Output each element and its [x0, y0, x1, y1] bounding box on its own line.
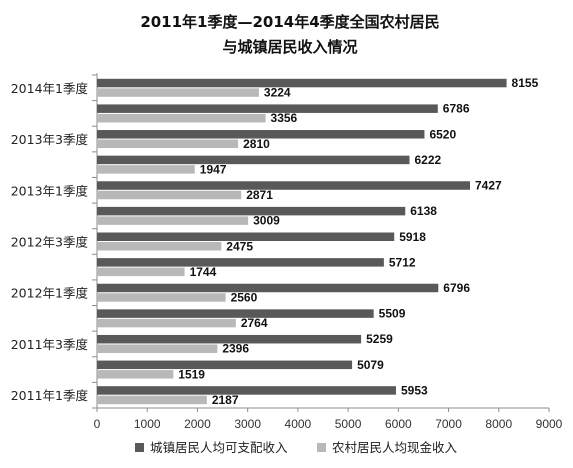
data-label-urban: 5509 — [379, 307, 406, 321]
bar-rural — [97, 370, 174, 379]
x-tick-label: 6000 — [385, 417, 412, 431]
data-label-rural: 3009 — [253, 214, 280, 228]
y-category-label: 2013年3季度 — [11, 132, 89, 147]
y-category-label: 2013年1季度 — [11, 183, 89, 198]
y-category-label: 2011年3季度 — [11, 337, 89, 352]
bar-urban — [97, 232, 395, 241]
x-tick-label: 5000 — [335, 417, 362, 431]
bar-rural — [97, 395, 207, 405]
bar-rural — [97, 318, 236, 328]
data-label-urban: 5259 — [366, 332, 393, 346]
data-label-urban: 5953 — [401, 383, 428, 397]
bar-urban — [97, 360, 353, 370]
bar-urban — [97, 104, 438, 113]
x-tick-label: 7000 — [435, 417, 462, 431]
legend-label-rural: 农村居民人均现金收入 — [332, 440, 458, 455]
data-label-rural: 2187 — [212, 393, 239, 407]
data-label-rural: 1519 — [178, 367, 205, 381]
data-label-rural: 3356 — [271, 111, 298, 125]
bar-urban — [97, 283, 439, 293]
plot-area: 0 1000 2000 3000 4000 5000 6000 7000 8000 9000 815… — [11, 73, 563, 431]
x-tick-label: 3000 — [234, 417, 261, 431]
bar-rural — [97, 88, 259, 97]
y-category-label: 2014年1季度 — [11, 81, 89, 96]
x-tick-label: 4000 — [285, 417, 312, 431]
data-label-rural: 3224 — [264, 86, 291, 100]
legend-swatch-urban — [135, 443, 144, 452]
bar-urban — [97, 309, 374, 318]
data-label-urban: 6222 — [414, 153, 441, 167]
data-label-rural: 2810 — [243, 137, 270, 151]
x-tick-label: 0 — [94, 417, 101, 431]
bar-urban — [97, 130, 425, 139]
y-category-label: 2012年3季度 — [11, 235, 89, 250]
bar-rural — [97, 293, 226, 302]
bar-rural — [97, 190, 242, 200]
data-label-rural: 1947 — [200, 162, 227, 176]
y-category-label: 2012年1季度 — [11, 286, 89, 301]
data-label-rural: 2475 — [226, 239, 253, 253]
data-label-rural: 2396 — [222, 342, 249, 356]
bar-urban — [97, 334, 362, 344]
data-label-urban: 5712 — [389, 255, 416, 269]
data-label-urban: 6138 — [410, 204, 437, 218]
chart-title: 2011年1季度—2014年4季度全国农村居民 — [140, 13, 439, 31]
chart-subtitle: 与城镇居民收入情况 — [222, 38, 357, 56]
x-tick-label: 9000 — [536, 417, 563, 431]
bar-urban — [97, 258, 384, 267]
bar-rural — [97, 113, 266, 123]
bar-urban — [97, 386, 396, 395]
x-tick-label: 2000 — [184, 417, 211, 431]
data-label-rural: 1744 — [190, 265, 217, 279]
data-label-urban: 5918 — [399, 230, 426, 244]
bar-urban — [97, 155, 410, 165]
data-label-urban: 7427 — [475, 179, 502, 193]
bar-rural — [97, 242, 222, 251]
x-tick-label: 1000 — [134, 417, 161, 431]
data-label-urban: 6786 — [443, 102, 470, 116]
data-label-urban: 5079 — [357, 358, 384, 372]
data-label-urban: 6520 — [429, 127, 456, 141]
data-label-urban: 6796 — [443, 281, 470, 295]
bar-urban — [97, 78, 507, 88]
bar-urban — [97, 181, 471, 190]
bar-rural — [97, 344, 218, 353]
data-label-rural: 2871 — [246, 188, 273, 202]
data-label-rural: 2764 — [241, 316, 268, 330]
bar-rural — [97, 216, 249, 225]
data-label-rural: 2560 — [231, 290, 258, 304]
legend-swatch-rural — [317, 443, 326, 452]
bar-rural — [97, 267, 185, 277]
x-tick-label: 8000 — [485, 417, 512, 431]
data-label-urban: 8155 — [512, 76, 539, 90]
bar-urban — [97, 206, 406, 216]
y-category-label: 2011年1季度 — [11, 388, 89, 403]
bar-rural — [97, 165, 195, 174]
legend: 城镇居民人均可支配收入 农村居民人均现金收入 — [135, 440, 458, 455]
bar-rural — [97, 139, 239, 149]
legend-label-urban: 城镇居民人均可支配收入 — [150, 440, 288, 455]
